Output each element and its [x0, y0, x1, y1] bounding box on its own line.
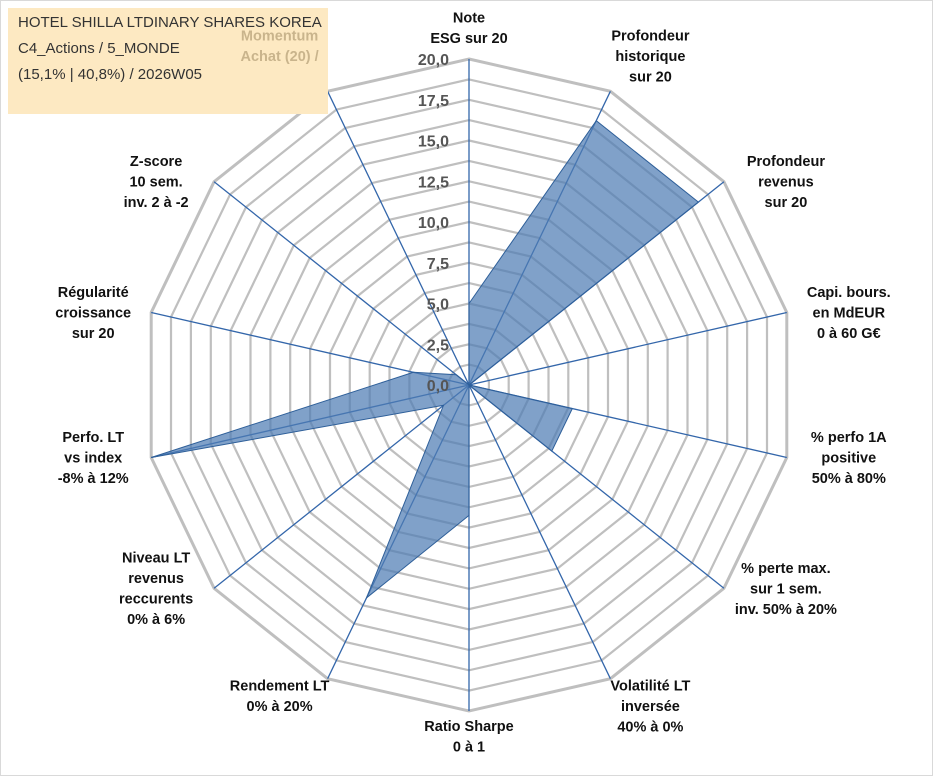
axis-label: Capi. bours. en MdEUR 0 à 60 G€	[807, 285, 891, 342]
axis-spoke	[213, 384, 470, 589]
axis-label: Ratio Sharpe 0 à 1	[424, 719, 513, 756]
tick-label: 10,0	[418, 215, 449, 232]
axis-spoke	[213, 181, 470, 386]
tick-label: 17,5	[418, 93, 449, 110]
axis-label: % perte max. sur 1 sem. inv. 50% à 20%	[735, 561, 837, 618]
momentum-label: Momentum Achat (20) /	[241, 28, 319, 65]
axis-spoke	[327, 91, 470, 386]
axis-label: Rendement LT 0% à 20%	[230, 679, 330, 716]
axis-label: Volatilité LT inversée 40% à 0%	[610, 679, 690, 736]
tick-label: 0,0	[427, 378, 449, 395]
axis-label: Profondeur historique sur 20	[611, 28, 689, 85]
tick-label: 7,5	[427, 256, 449, 273]
tick-label: 20,0	[418, 52, 449, 69]
radial-tick-labels: 0,0 2,5 5,0 7,5 10,0 12,5 15,0 17,5 20,0	[418, 52, 449, 395]
axis-label: Z-score 10 sem. inv. 2 à -2	[124, 154, 189, 211]
axis-label: Perfo. LT vs index -8% à 12%	[58, 430, 129, 487]
axis-labels: Note ESG sur 20 Profondeur historique sur 20…	[55, 11, 890, 756]
tick-label: 15,0	[418, 134, 449, 151]
info-box: HOTEL SHILLA LTDINARY SHARES KOREA C4_Ac…	[8, 8, 328, 114]
axis-spoke	[468, 384, 611, 679]
stats-week: (15,1% | 40,8%) / 2026W05	[18, 66, 202, 83]
tick-label: 12,5	[418, 174, 449, 191]
radar-series	[151, 119, 700, 600]
axis-label: Profondeur revenus sur 20	[747, 154, 825, 211]
category: C4_Actions / 5_MONDE	[18, 40, 180, 57]
axis-label: Niveau LT revenus reccurents 0% à 6%	[119, 551, 193, 629]
series-area	[151, 119, 700, 600]
axis-spoke	[468, 311, 787, 386]
axis-label: % perfo 1A positive 50% à 80%	[811, 430, 887, 487]
stock-name: HOTEL SHILLA LTDINARY SHARES KOREA	[18, 14, 322, 31]
axis-label: Régularité croissance sur 20	[55, 285, 131, 342]
tick-label: 2,5	[427, 337, 449, 354]
tick-label: 5,0	[427, 297, 449, 314]
momentum-text: Momentum Achat (20) /	[241, 28, 319, 65]
axis-label: Note ESG sur 20	[430, 11, 507, 48]
